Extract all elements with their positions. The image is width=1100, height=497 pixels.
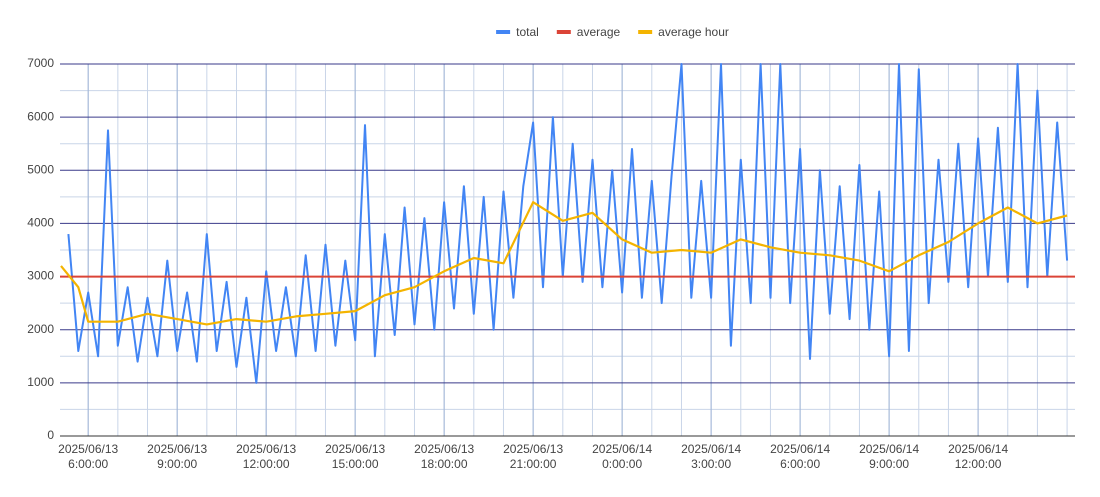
legend-swatch [556,30,571,34]
x-tick-label: 2025/06/13 12:00:00 [236,442,297,471]
legend-swatch [496,30,511,34]
y-tick-label: 5000 [27,162,54,176]
x-tick-label: 2025/06/13 21:00:00 [503,442,564,471]
x-tick-label: 2025/06/14 12:00:00 [948,442,1009,471]
x-tick-label: 2025/06/13 6:00:00 [58,442,119,471]
x-tick-label: 2025/06/14 0:00:00 [592,442,653,471]
series-line [60,201,1068,326]
y-tick-label: 4000 [27,216,54,230]
y-tick-label: 7000 [27,56,54,70]
legend-swatch [638,30,653,34]
x-tick-label: 2025/06/13 15:00:00 [325,442,386,471]
y-tick-label: 6000 [27,109,54,123]
x-tick-label: 2025/06/14 3:00:00 [681,442,742,471]
x-tick-label: 2025/06/14 6:00:00 [770,442,831,471]
y-tick-label: 1000 [27,375,54,389]
legend: total average average hour [496,25,729,39]
y-tick-label: 0 [47,428,54,442]
legend-label: average [577,25,621,39]
x-tick-label: 2025/06/13 9:00:00 [147,442,208,471]
x-tick-label: 2025/06/13 18:00:00 [414,442,475,471]
legend-label: total [516,25,539,39]
x-tick-label: 2025/06/14 9:00:00 [859,442,920,471]
y-tick-label: 2000 [27,322,54,336]
y-tick-label: 3000 [27,269,54,283]
legend-label: average hour [658,25,729,39]
series-line [67,63,1069,384]
